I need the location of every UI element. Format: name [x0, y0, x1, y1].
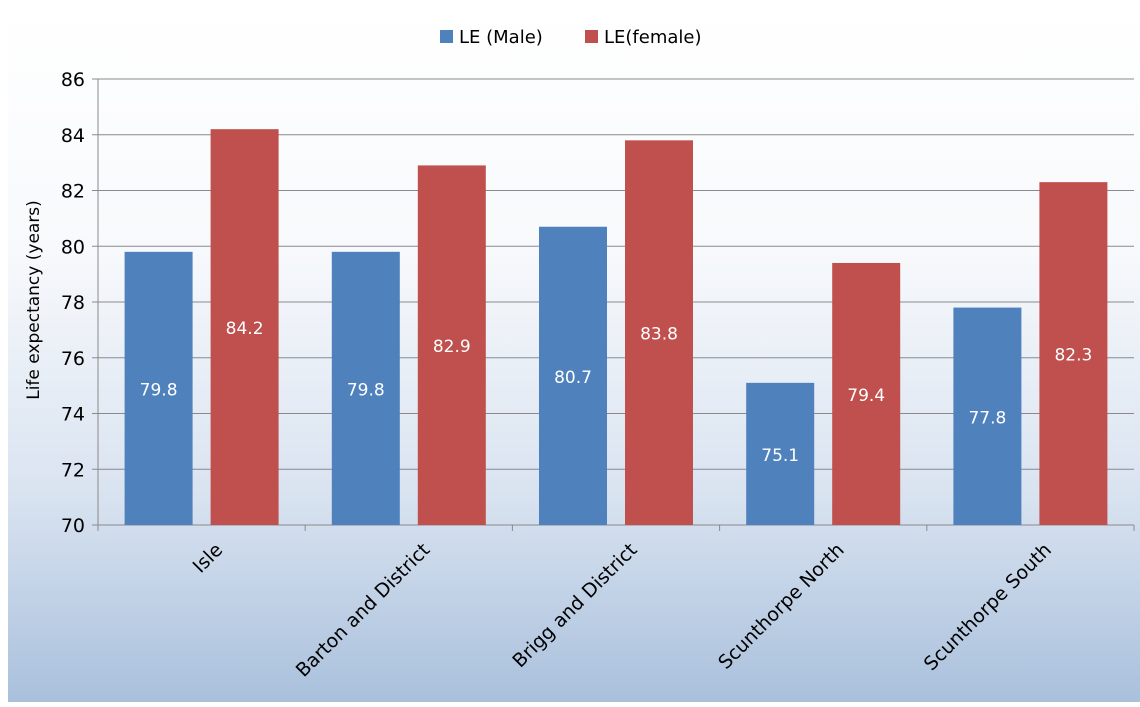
bar[interactable]: [210, 129, 279, 526]
data-label: 79.8: [140, 380, 178, 400]
data-label: 82.9: [433, 337, 471, 357]
bar[interactable]: [832, 262, 901, 525]
data-label: 75.1: [761, 446, 799, 466]
y-tick-label: 76: [61, 348, 85, 370]
legend-label: LE (Male): [459, 27, 543, 48]
data-label: 79.8: [347, 380, 385, 400]
y-tick-label: 84: [61, 125, 85, 147]
y-tick-label: 82: [61, 181, 85, 203]
bars: 79.8 84.2 79.8 82.9 80.7 83.8 75.1 79.4 77.8 82.3: [124, 129, 1108, 526]
data-label: 80.7: [554, 368, 592, 388]
legend-label: LE(female): [604, 27, 702, 48]
data-label: 83.8: [640, 325, 678, 345]
y-tick-label: 80: [61, 236, 85, 258]
data-label: 82.3: [1054, 346, 1092, 366]
legend-swatch: [440, 30, 453, 43]
bar[interactable]: [417, 165, 486, 525]
y-tick-label: 72: [61, 459, 85, 481]
bar[interactable]: [953, 307, 1022, 525]
bar[interactable]: [539, 226, 607, 526]
y-axis-label: Life expectancy (years): [24, 200, 44, 400]
bar[interactable]: [1039, 182, 1108, 525]
y-axis: 70 72 74 76 78 80 82 84 86: [61, 69, 99, 537]
bar[interactable]: [746, 382, 815, 525]
y-tick-label: 70: [61, 515, 85, 537]
y-tick-label: 86: [61, 69, 85, 91]
data-label: 84.2: [226, 319, 264, 339]
bar[interactable]: [625, 140, 693, 525]
bar[interactable]: [124, 251, 193, 525]
bar[interactable]: [331, 251, 400, 525]
y-tick-label: 78: [61, 292, 85, 314]
legend[interactable]: LE (Male) LE(female): [440, 27, 702, 48]
data-label: 79.4: [847, 386, 885, 406]
y-tick-label: 74: [61, 404, 85, 426]
data-label: 77.8: [968, 408, 1006, 428]
legend-swatch: [585, 30, 598, 43]
